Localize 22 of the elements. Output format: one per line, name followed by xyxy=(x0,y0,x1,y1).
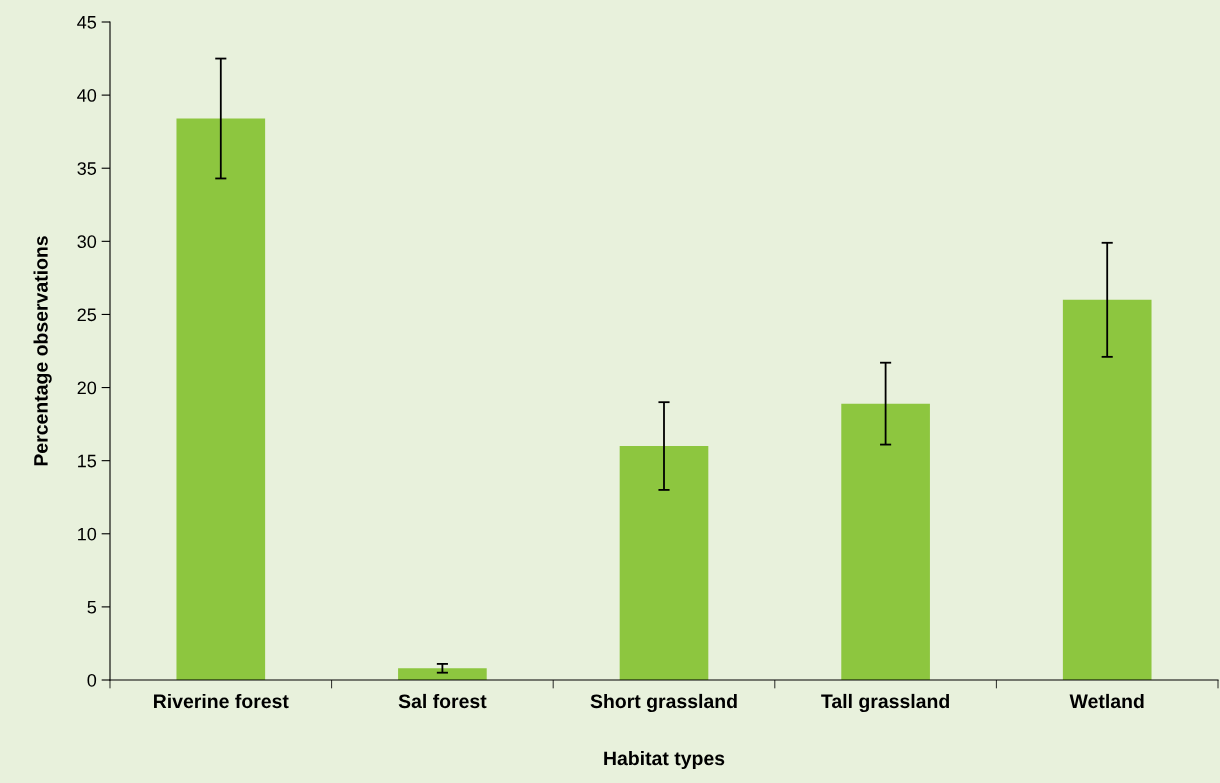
y-tick-label: 25 xyxy=(77,308,97,322)
y-tick-label: 45 xyxy=(77,16,97,29)
y-axis-title: Percentage observations xyxy=(33,236,52,466)
y-tick-label: 15 xyxy=(78,454,97,468)
y-tick-label: 10 xyxy=(78,527,97,541)
x-tick-label: Tall grassland xyxy=(821,693,949,713)
x-axis-title: Habitat types xyxy=(604,750,725,770)
x-tick-label: Short grassland xyxy=(590,693,737,713)
y-tick-label: 0 xyxy=(87,673,97,687)
x-tick-label: Wetland xyxy=(1069,693,1144,709)
bar xyxy=(1062,299,1152,680)
bar xyxy=(398,668,487,680)
y-tick-label: 20 xyxy=(77,381,97,395)
y-tick-label: 5 xyxy=(87,601,97,614)
bar xyxy=(619,446,709,680)
x-tick-label: Riverine forest xyxy=(154,693,289,709)
y-tick-label: 40 xyxy=(77,89,97,102)
bar xyxy=(176,118,266,680)
y-tick-label: 35 xyxy=(77,162,97,175)
bar xyxy=(841,403,930,680)
y-tick-label: 30 xyxy=(77,235,97,249)
x-tick-label: Sal forest xyxy=(398,693,487,709)
